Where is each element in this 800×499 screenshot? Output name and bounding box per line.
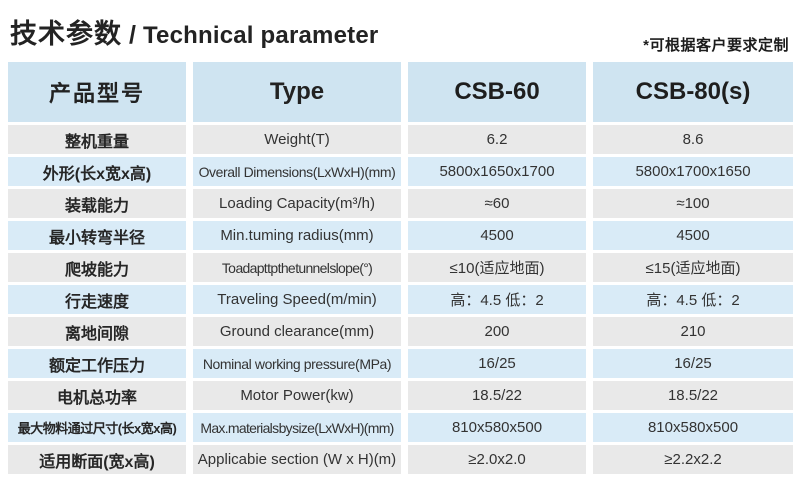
row-label-en: Min.tuming radius(mm) <box>193 221 401 250</box>
row-label-en: Nominal working pressure(MPa) <box>193 349 401 378</box>
cell-csb80: 16/25 <box>593 349 793 378</box>
cell-csb60: 18.5/22 <box>408 381 586 410</box>
cell-csb60: ≤10(适应地面) <box>408 253 586 282</box>
cell-csb80: ≤15(适应地面) <box>593 253 793 282</box>
page-title-divider: / <box>129 21 136 49</box>
cell-csb60: 4500 <box>408 221 586 250</box>
row-label-cn: 外形(长x宽x高) <box>8 157 186 186</box>
page-title: 技术参数 / Technical parameter <box>10 12 378 51</box>
header-model-csb80: CSB-80(s) <box>593 62 793 122</box>
cell-csb60: 810x580x500 <box>408 413 586 442</box>
row-label-cn: 整机重量 <box>8 125 186 154</box>
cell-csb60: 6.2 <box>408 125 586 154</box>
cell-csb80: 810x580x500 <box>593 413 793 442</box>
row-label-cn: 电机总功率 <box>8 381 186 410</box>
row-label-en: Motor Power(kw) <box>193 381 401 410</box>
header-product-model: 产品型号 <box>8 62 186 122</box>
cell-csb60: 高：4.5 低：2 <box>408 285 586 314</box>
row-label-en: Overall Dimensions(LxWxH)(mm) <box>193 157 401 186</box>
header-type: Type <box>193 62 401 122</box>
cell-csb60: ≈60 <box>408 189 586 218</box>
cell-csb60: 200 <box>408 317 586 346</box>
cell-csb80: ≈100 <box>593 189 793 218</box>
row-label-en: To adapt tp the tunnel slope(°) <box>193 253 401 282</box>
customization-note: *可根据客户要求定制 <box>643 37 789 54</box>
row-label-en: Applicabie section (W x H)(m) <box>193 445 401 474</box>
cell-csb80: 8.6 <box>593 125 793 154</box>
row-label-en: Traveling Speed(m/min) <box>193 285 401 314</box>
cell-csb80: ≥2.2x2.2 <box>593 445 793 474</box>
row-label-cn: 离地间隙 <box>8 317 186 346</box>
row-label-cn: 爬坡能力 <box>8 253 186 282</box>
row-label-cn: 适用断面(宽x高) <box>8 445 186 474</box>
cell-csb80: 4500 <box>593 221 793 250</box>
page-title-chinese: 技术参数 <box>10 19 122 49</box>
row-label-en: Max.materials by size(LxWxH)(mm) <box>193 413 401 442</box>
cell-csb60: 5800x1650x1700 <box>408 157 586 186</box>
cell-csb60: 16/25 <box>408 349 586 378</box>
page-title-english: Technical parameter <box>142 22 379 49</box>
cell-csb60: ≥2.0x2.0 <box>408 445 586 474</box>
row-label-cn: 最大物料通过尺寸(长x宽x高) <box>8 413 186 442</box>
row-label-en: Loading Capacity(m³/h) <box>193 189 401 218</box>
cell-csb80: 高：4.5 低：2 <box>593 285 793 314</box>
row-label-cn: 装载能力 <box>8 189 186 218</box>
cell-csb80: 5800x1700x1650 <box>593 157 793 186</box>
row-label-en: Weight(T) <box>193 125 401 154</box>
cell-csb80: 18.5/22 <box>593 381 793 410</box>
technical-parameter-table: 产品型号 Type CSB-60 CSB-80(s) 整机重量 Weight(T… <box>8 62 793 474</box>
row-label-en: Ground clearance(mm) <box>193 317 401 346</box>
cell-csb80: 210 <box>593 317 793 346</box>
row-label-cn: 行走速度 <box>8 285 186 314</box>
header-model-csb60: CSB-60 <box>408 62 586 122</box>
row-label-cn: 额定工作压力 <box>8 349 186 378</box>
row-label-cn: 最小转弯半径 <box>8 221 186 250</box>
